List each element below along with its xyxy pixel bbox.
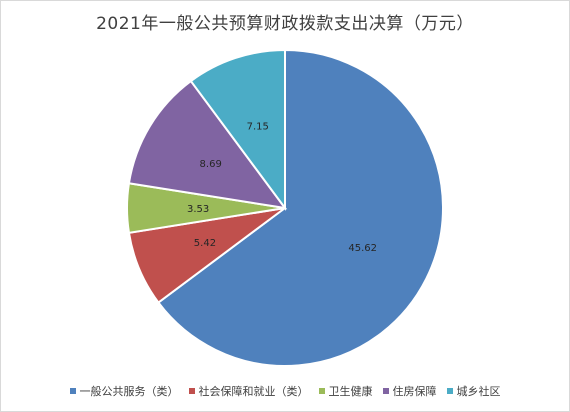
chart-legend: 一般公共服务（类） 社会保障和就业（类） 卫生健康 住房保障 城乡社区: [0, 383, 570, 399]
data-label-5: 7.15: [247, 121, 269, 132]
data-label-1: 45.62: [348, 243, 377, 254]
pie-slice-5: [189, 48, 286, 212]
legend-label-4: 住房保障: [392, 385, 437, 398]
pie-slice-4: [127, 79, 288, 210]
legend-item-3: 卫生健康: [318, 383, 373, 399]
legend-item-5: 城乡社区: [446, 383, 501, 399]
legend-label-3: 卫生健康: [328, 385, 373, 398]
legend-item-4: 住房保障: [382, 383, 437, 399]
chart-title: 2021年一般公共预算财政拨款支出决算（万元）: [96, 14, 474, 34]
data-label-3: 3.53: [187, 204, 209, 215]
data-label-4: 8.69: [200, 159, 222, 170]
legend-item-2: 社会保障和就业（类）: [188, 383, 309, 399]
legend-label-2: 社会保障和就业（类）: [198, 385, 309, 398]
legend-swatch-5: [446, 388, 453, 394]
legend-item-1: 一般公共服务（类）: [69, 383, 179, 399]
legend-label-5: 城乡社区: [456, 385, 501, 398]
legend-label-1: 一般公共服务（类）: [79, 385, 179, 398]
legend-swatch-1: [69, 388, 76, 394]
legend-swatch-4: [382, 388, 389, 394]
pie-slice-1: [156, 48, 444, 367]
legend-swatch-3: [318, 388, 325, 394]
legend-swatch-2: [188, 388, 195, 394]
data-label-2: 5.42: [194, 238, 216, 249]
